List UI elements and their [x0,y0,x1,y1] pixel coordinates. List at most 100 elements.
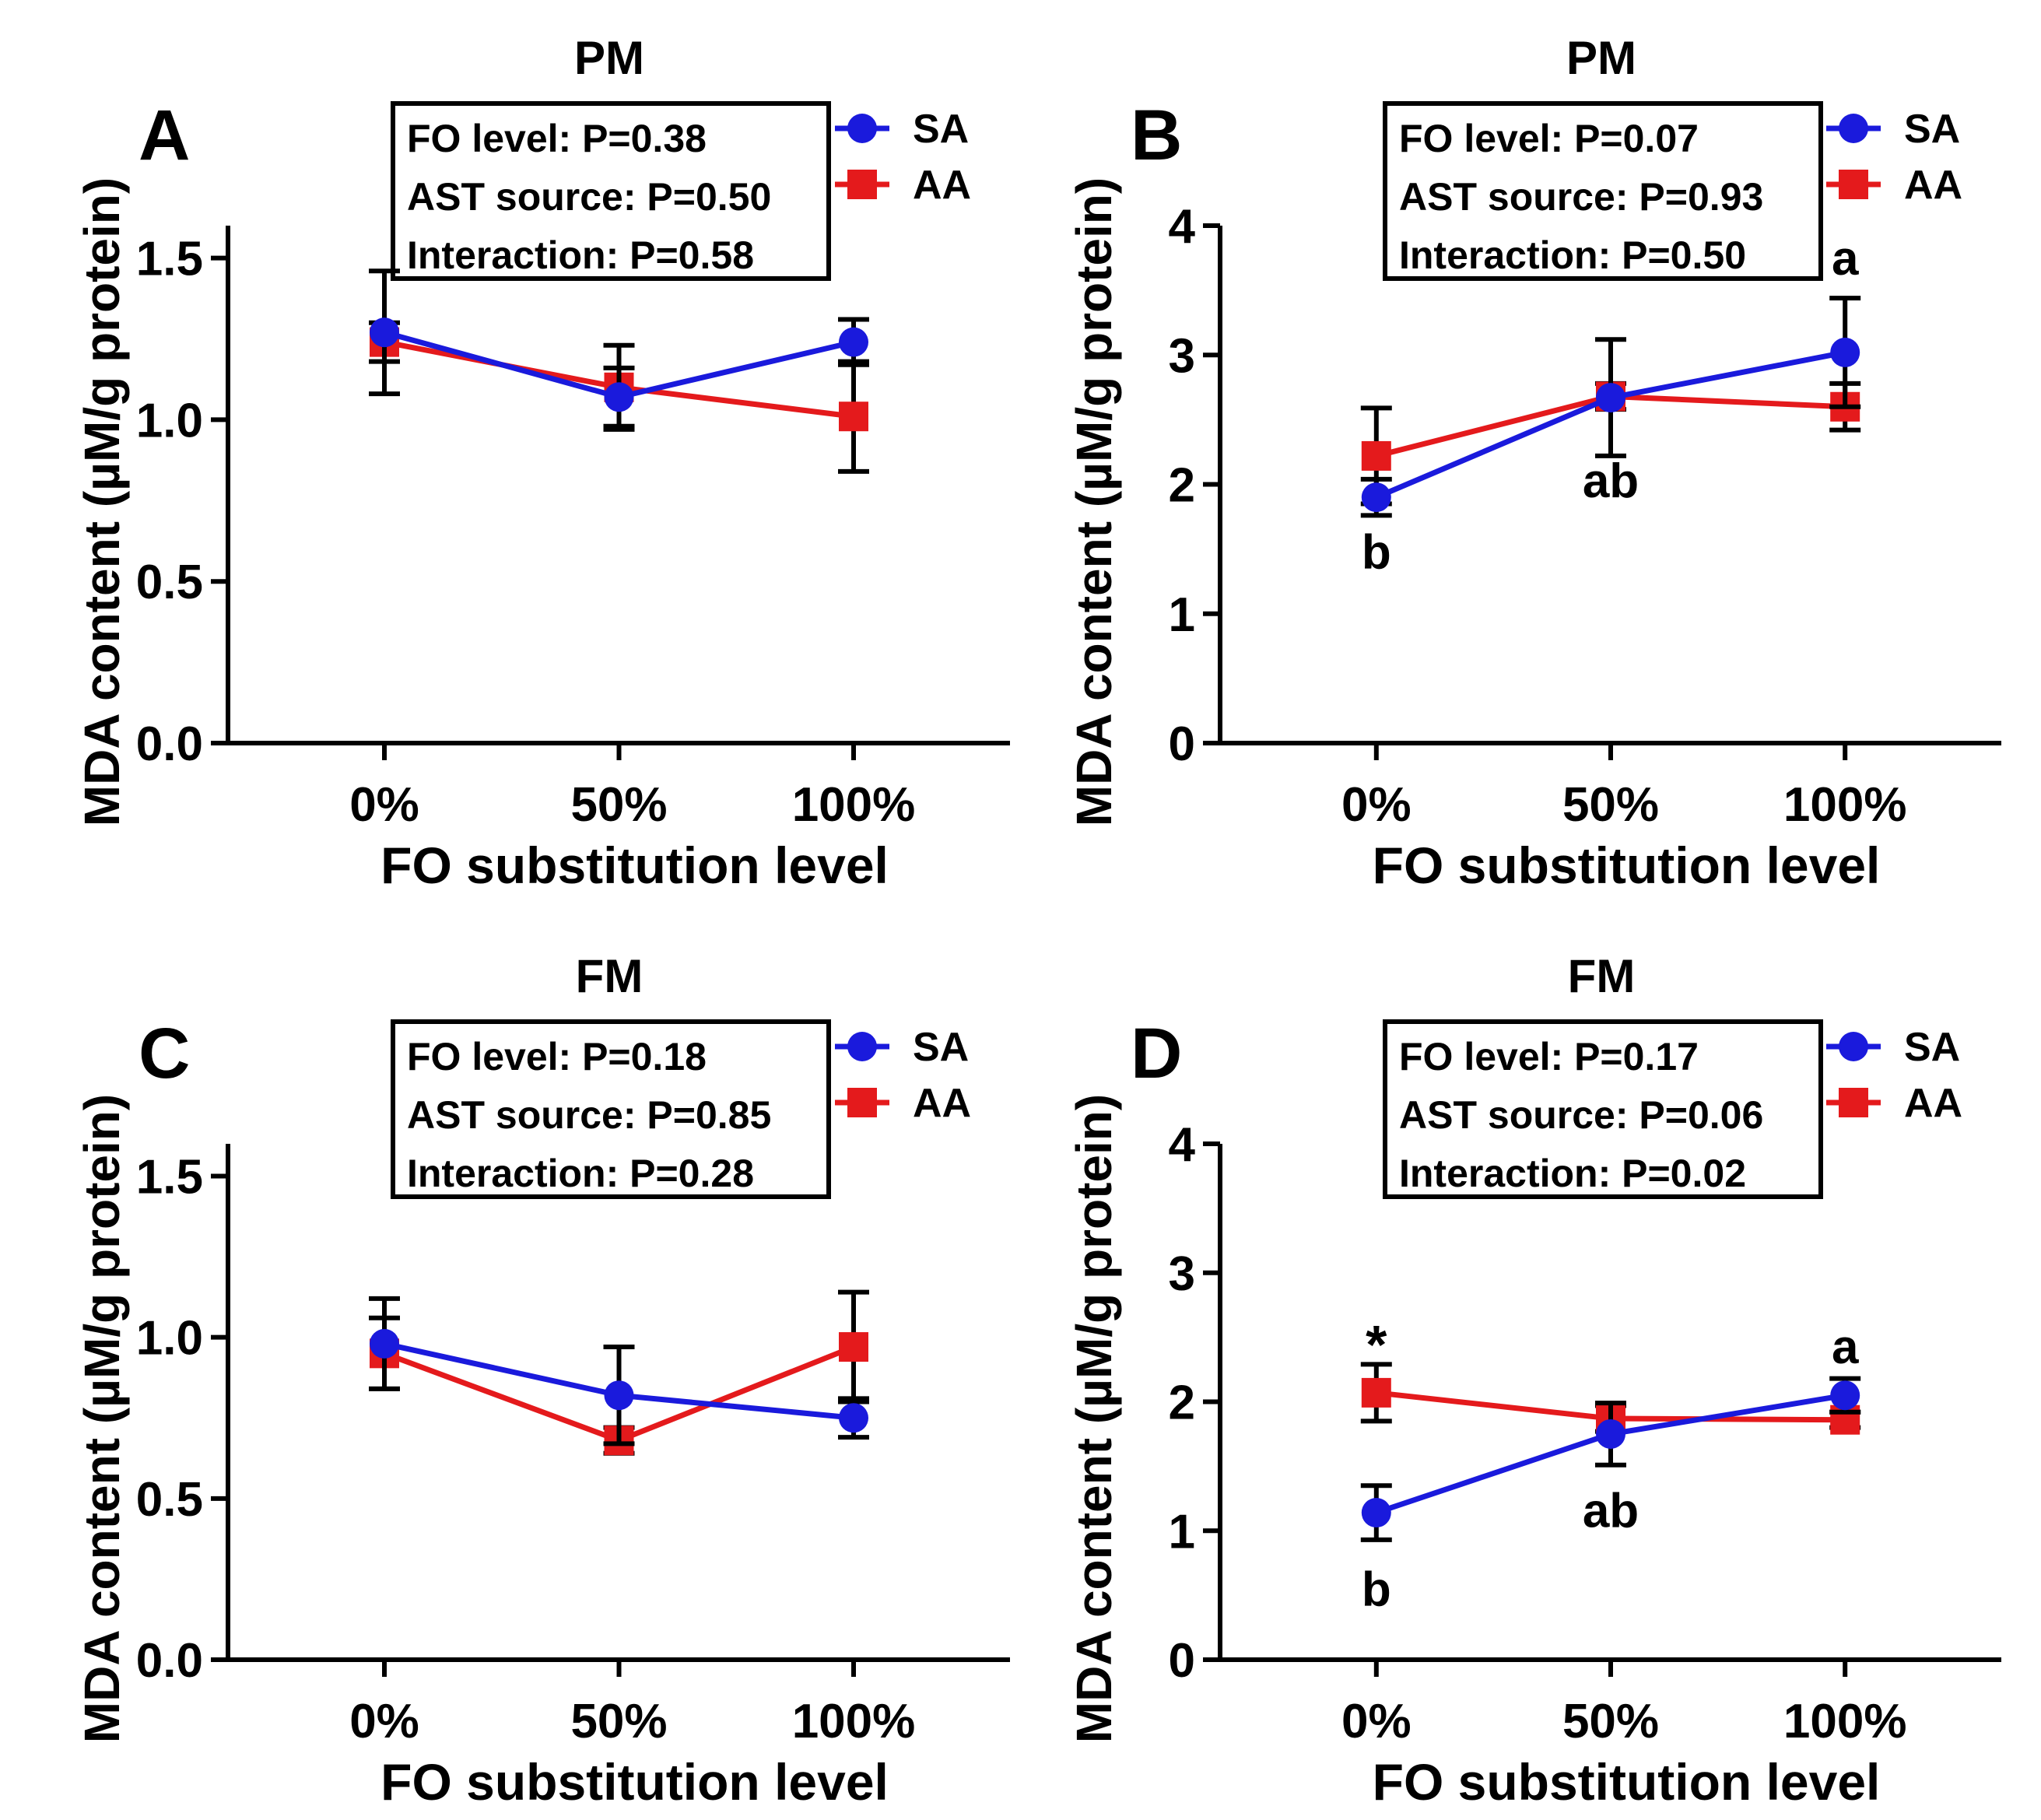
stats-box [1383,101,1823,281]
y-tick-label: 0.5 [136,556,203,609]
stats-box [391,1019,831,1199]
x-tick-label: 100% [1783,1695,1907,1748]
y-tick-label: 3 [1169,1247,1195,1301]
y-tick-label: 0 [1169,1634,1195,1688]
panel-title: FM [576,950,644,1002]
y-tick-label: 0 [1169,717,1195,771]
legend-label: SA [913,1025,969,1070]
stats-line: FO level: P=0.07 [1399,117,1699,160]
x-tick-label: 0% [349,1695,419,1748]
annotation-label: a [1832,232,1859,286]
data-point [1596,383,1625,413]
panel-d: 0 1 2 3 4 0% 50% 100%FO substitution level MDA c… [1066,950,2001,1811]
y-tick-label: 1 [1169,588,1195,642]
y-tick-label: 1.5 [136,1150,203,1204]
stats-line: AST source: P=0.06 [1399,1093,1763,1137]
y-tick-label: 4 [1169,200,1196,254]
data-point [839,327,868,357]
y-tick-label: 0.0 [136,1634,203,1688]
data-point [604,382,634,412]
annotation-label: ab [1583,1484,1639,1538]
legend-marker-sa [847,1032,877,1061]
x-tick-label: 0% [1341,778,1412,832]
x-tick-label: 50% [570,1695,667,1748]
x-tick-label: 50% [1562,1695,1659,1748]
data-point [1361,482,1391,513]
panel-letter: B [1131,96,1182,175]
legend-marker-aa [847,170,877,199]
data-point [1596,1418,1625,1449]
legend-marker-aa [1839,1088,1868,1117]
stats-box [1383,1019,1823,1199]
panel-b: 0 1 2 3 4 0% 50% 100%FO substitution level MDA c… [1066,32,2001,894]
data-point [839,402,868,432]
data-point [370,1328,399,1359]
panel-title: FM [1568,950,1636,1002]
series-sa [1360,296,1861,518]
x-axis-title: FO substitution level [380,1753,889,1811]
y-tick-label: 3 [1169,329,1195,383]
legend-label: AA [913,1081,971,1126]
data-point [604,1380,634,1411]
legend-marker-sa [847,114,877,143]
stats-box [391,101,831,281]
y-axis-title: MDA content (µM/g protein) [1066,177,1122,826]
legend-label: SA [1904,107,1960,152]
data-point [1361,1377,1391,1408]
stats-line: Interaction: P=0.02 [1399,1152,1746,1195]
panel-title: PM [574,32,644,84]
x-tick-label: 0% [349,778,419,832]
series-sa [369,1296,869,1447]
data-point [1361,1498,1391,1528]
annotation-label: ab [1583,454,1639,508]
data-point [370,317,399,348]
stats-line: AST source: P=0.93 [1399,175,1763,219]
x-axis-title: FO substitution level [1373,1753,1881,1811]
legend-label: AA [1904,163,1962,208]
y-tick-label: 0.5 [136,1473,203,1527]
annotation-label: * [1366,1314,1387,1375]
legend-marker-aa [1839,170,1868,199]
annotation-label: b [1362,1562,1391,1616]
stats-line: Interaction: P=0.50 [1399,233,1746,277]
x-tick-label: 100% [1783,778,1907,832]
x-tick-label: 50% [570,778,667,832]
x-axis-title: FO substitution level [380,836,889,894]
x-tick-label: 100% [792,778,916,832]
panel-title: PM [1566,32,1636,84]
legend-label: AA [1904,1081,1962,1126]
stats-line: FO level: P=0.17 [1399,1035,1699,1078]
x-tick-label: 100% [792,1695,916,1748]
stats-line: Interaction: P=0.28 [407,1152,754,1195]
y-tick-label: 1.0 [136,394,203,447]
legend-marker-sa [1839,1032,1868,1061]
stats-line: Interaction: P=0.58 [407,233,754,277]
y-axis-title: MDA content (µM/g protein) [1066,1094,1122,1743]
x-tick-label: 0% [1341,1695,1412,1748]
data-point [1361,440,1391,471]
y-tick-label: 1.0 [136,1312,203,1366]
legend-label: SA [1904,1025,1960,1070]
annotation-label: a [1832,1320,1859,1374]
panel-c: 0.0 0.5 1.0 1.5 0% 50% 100%FO substitution lev… [74,950,1010,1811]
stats-line: AST source: P=0.85 [407,1093,771,1137]
stats-line: FO level: P=0.18 [407,1035,707,1078]
stats-line: FO level: P=0.38 [407,117,707,160]
annotation-label: b [1362,526,1391,580]
x-axis-title: FO substitution level [1373,836,1881,894]
data-point [839,1332,868,1362]
y-tick-label: 2 [1169,1376,1195,1430]
panel-letter: A [139,96,190,175]
data-point [1830,1380,1860,1411]
stats-line: AST source: P=0.50 [407,175,771,219]
legend-marker-sa [1839,114,1868,143]
y-tick-label: 0.0 [136,717,203,771]
legend-label: AA [913,163,971,208]
panel-letter: D [1131,1014,1182,1093]
panel-letter: C [139,1014,190,1093]
x-tick-label: 50% [1562,778,1659,832]
series-sa [369,268,869,429]
y-tick-label: 1 [1169,1505,1195,1559]
legend-marker-aa [847,1088,877,1117]
